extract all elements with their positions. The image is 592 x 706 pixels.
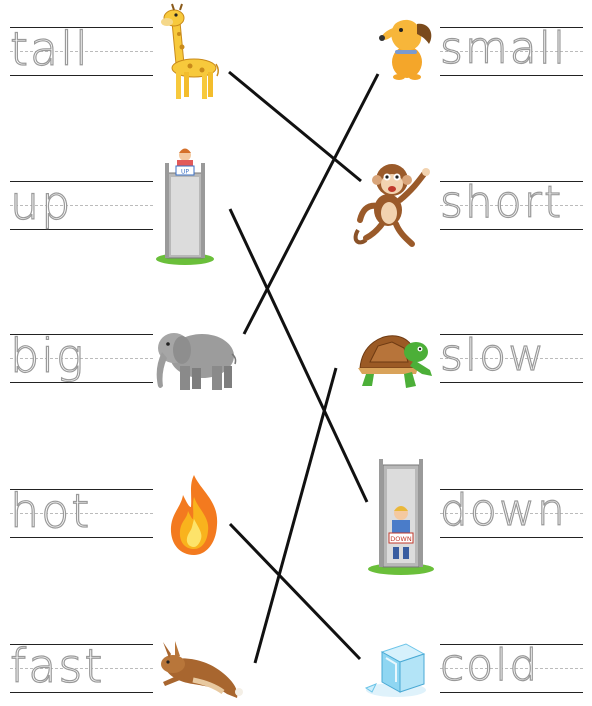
word-lines-right-1: small (439, 22, 583, 76)
match-line-big-small (242, 73, 380, 335)
dog-icon (379, 19, 432, 80)
traced-word: short (439, 176, 564, 228)
word-lines-left-3: big (9, 328, 153, 384)
ice-cube-icon (364, 643, 426, 697)
down-sign: DOWN (390, 535, 412, 543)
traced-word: big (9, 328, 86, 383)
word-lines-right-4: down (439, 484, 583, 538)
monkey-icon (353, 164, 430, 247)
word-lines-left-4: hot (9, 483, 153, 539)
traced-word: up (9, 175, 73, 230)
word-lines-right-3: slow (439, 329, 583, 383)
elephant-icon (156, 333, 237, 390)
traced-word: cold (439, 639, 540, 691)
word-lines-left-1: tall (9, 21, 153, 77)
slide-up-icon: UP (156, 148, 214, 265)
word-lines-right-2: short (439, 176, 583, 230)
traced-word: hot (9, 483, 92, 538)
traced-word: tall (9, 21, 90, 76)
slide-down-icon: DOWN (368, 459, 434, 575)
word-lines-left-2: up (9, 175, 153, 231)
traced-word: slow (439, 329, 547, 381)
traced-word: fast (9, 638, 105, 693)
match-line-up-down (228, 208, 369, 503)
word-lines-right-5: cold (439, 639, 583, 693)
word-lines-left-5: fast (9, 638, 153, 694)
match-line-tall-short (228, 70, 362, 183)
fire-icon (170, 475, 218, 555)
up-sign: UP (181, 169, 189, 176)
match-line-fast-slow (253, 367, 338, 664)
rabbit-icon (161, 641, 243, 698)
match-line-hot-cold (228, 522, 362, 661)
giraffe-icon (161, 3, 220, 99)
turtle-icon (358, 335, 432, 388)
traced-word: small (439, 22, 568, 74)
traced-word: down (439, 484, 567, 536)
